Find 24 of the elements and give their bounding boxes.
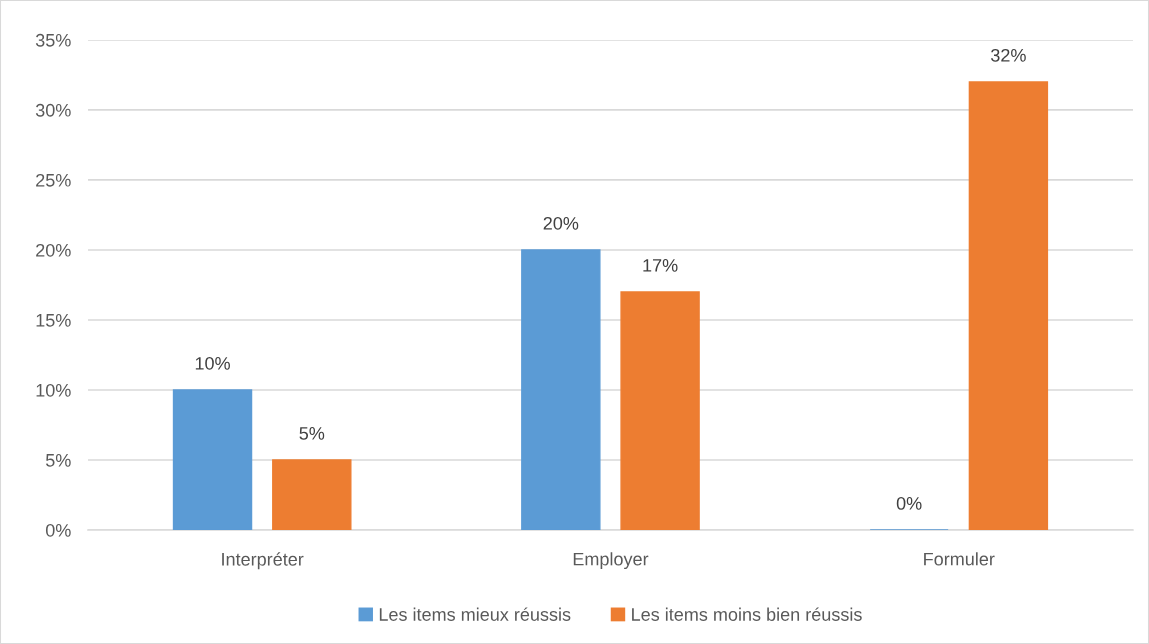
x-tick-label: Formuler bbox=[924, 552, 995, 566]
data-label: 0% bbox=[896, 496, 922, 510]
y-tick-label: 25% bbox=[36, 173, 71, 187]
data-label: 32% bbox=[991, 48, 1026, 62]
y-tick-label: 5% bbox=[45, 454, 71, 467]
bar bbox=[272, 459, 352, 531]
y-tick-label: 30% bbox=[35, 103, 71, 117]
legend-label: Les items mieux réussis bbox=[379, 607, 571, 621]
x-tick-label: Interpréter bbox=[222, 552, 304, 570]
x-tick-label: Employer bbox=[573, 552, 649, 570]
y-tick-label: 0% bbox=[45, 523, 71, 537]
bar bbox=[620, 291, 700, 531]
data-label: 10% bbox=[195, 356, 230, 370]
y-tick-label: 10% bbox=[36, 383, 71, 397]
data-label: 17% bbox=[643, 259, 678, 272]
bar bbox=[172, 389, 253, 531]
data-label: 5% bbox=[299, 427, 325, 440]
bar bbox=[521, 249, 601, 531]
y-tick-label: 15% bbox=[36, 313, 71, 327]
legend-label: Les items moins bien réussis bbox=[632, 607, 862, 621]
bar bbox=[968, 81, 1049, 531]
y-tick-label: 35% bbox=[35, 33, 71, 47]
data-label: 20% bbox=[543, 216, 579, 230]
y-tick-label: 20% bbox=[36, 243, 71, 257]
